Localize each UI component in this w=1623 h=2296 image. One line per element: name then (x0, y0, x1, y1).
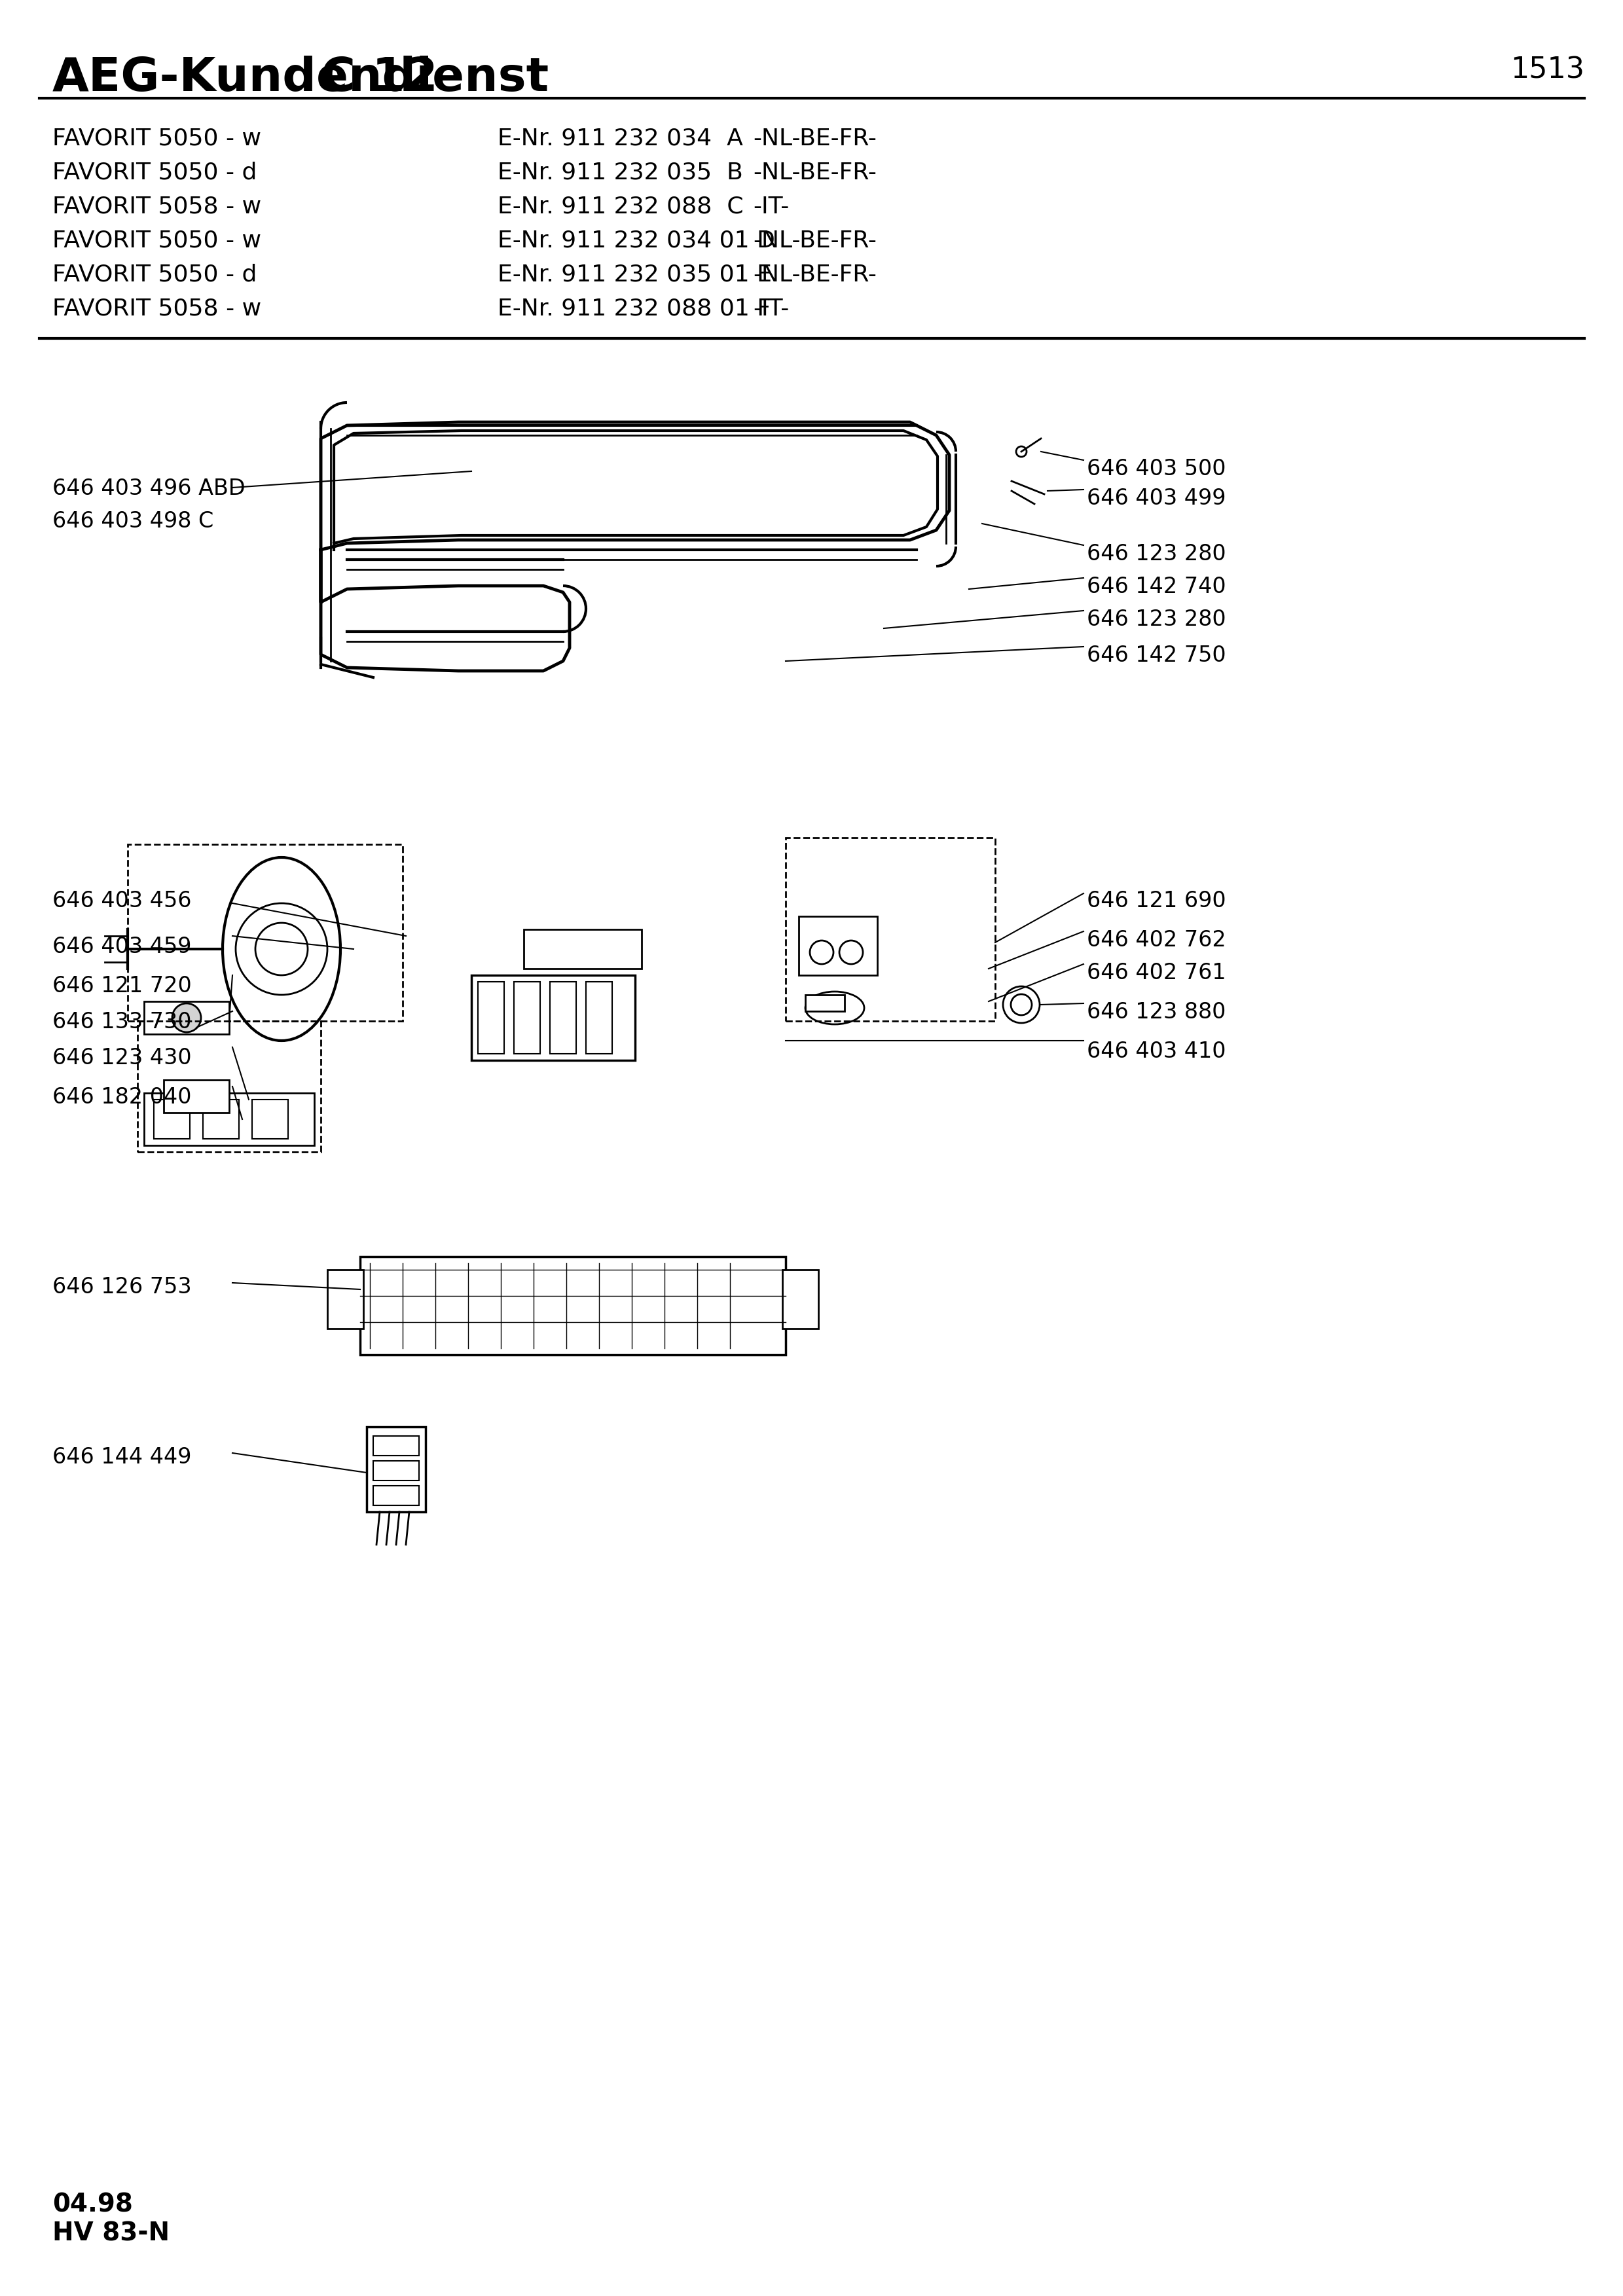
Bar (524, 930, 641, 969)
Bar (782, 1270, 818, 1329)
Text: FAVORIT 5058 - w: FAVORIT 5058 - w (52, 195, 261, 218)
Text: 646 133 730: 646 133 730 (52, 1010, 192, 1033)
Text: AEG-Kundendienst: AEG-Kundendienst (52, 55, 549, 101)
Text: E-Nr. 911 232 088 01 F: E-Nr. 911 232 088 01 F (498, 298, 771, 319)
Text: E-Nr. 911 232 034 01 D: E-Nr. 911 232 034 01 D (498, 230, 776, 253)
Text: -IT-: -IT- (753, 298, 789, 319)
Bar (471, 976, 635, 1061)
Bar (514, 983, 540, 1054)
Text: -NL-BE-FR-: -NL-BE-FR- (753, 161, 876, 184)
Text: 646 403 496 ABD: 646 403 496 ABD (52, 478, 245, 501)
Text: 646 144 449: 646 144 449 (52, 1446, 192, 1467)
Text: 646 123 880: 646 123 880 (1087, 1001, 1225, 1024)
Text: E-Nr. 911 232 088  C: E-Nr. 911 232 088 C (498, 195, 743, 218)
Text: 646 142 750: 646 142 750 (1087, 645, 1225, 666)
Text: 646 142 740: 646 142 740 (1087, 576, 1225, 597)
Text: 646 123 430: 646 123 430 (52, 1047, 192, 1070)
Bar (799, 916, 878, 976)
Text: 646 402 761: 646 402 761 (1087, 962, 1225, 983)
Text: 646 403 456: 646 403 456 (52, 891, 192, 912)
Bar (805, 994, 844, 1010)
Text: 1513: 1513 (1511, 55, 1584, 83)
Text: 646 403 499: 646 403 499 (1087, 487, 1225, 510)
Text: -NL-BE-FR-: -NL-BE-FR- (753, 129, 876, 149)
Text: FAVORIT 5050 - w: FAVORIT 5050 - w (52, 129, 261, 149)
Text: 646 402 762: 646 402 762 (1087, 930, 1225, 951)
Text: E-Nr. 911 232 035  B: E-Nr. 911 232 035 B (498, 161, 743, 184)
Bar (360, 1256, 786, 1355)
Text: 646 123 280: 646 123 280 (1087, 544, 1225, 565)
Text: -NL-BE-FR-: -NL-BE-FR- (753, 230, 876, 253)
Text: 646 121 690: 646 121 690 (1087, 891, 1225, 912)
Text: 646 126 753: 646 126 753 (52, 1277, 192, 1297)
Bar (252, 1100, 287, 1139)
Text: 646 403 410: 646 403 410 (1087, 1040, 1225, 1063)
Text: 646 403 459: 646 403 459 (52, 937, 192, 957)
Text: C 12: C 12 (321, 55, 438, 101)
Text: 04.98
HV 83-N: 04.98 HV 83-N (52, 2193, 170, 2245)
Bar (373, 1435, 419, 1456)
Text: -IT-: -IT- (753, 195, 789, 218)
Text: FAVORIT 5058 - w: FAVORIT 5058 - w (52, 298, 261, 319)
Text: 646 121 720: 646 121 720 (52, 976, 192, 996)
Text: E-Nr. 911 232 034  A: E-Nr. 911 232 034 A (498, 129, 743, 149)
Circle shape (1003, 987, 1040, 1024)
Bar (477, 983, 505, 1054)
Circle shape (172, 1003, 201, 1033)
Bar (164, 1079, 229, 1114)
Text: E-Nr. 911 232 035 01 E: E-Nr. 911 232 035 01 E (498, 264, 773, 287)
Bar (373, 1460, 419, 1481)
Bar (373, 1486, 419, 1506)
Text: FAVORIT 5050 - d: FAVORIT 5050 - d (52, 264, 256, 287)
Bar (550, 983, 576, 1054)
Bar (203, 1100, 239, 1139)
Bar (586, 983, 612, 1054)
Text: 646 403 498 C: 646 403 498 C (52, 510, 214, 533)
Text: -NL-BE-FR-: -NL-BE-FR- (753, 264, 876, 287)
Bar (328, 1270, 364, 1329)
Bar (154, 1100, 190, 1139)
Bar (367, 1426, 425, 1511)
Text: 646 123 280: 646 123 280 (1087, 608, 1225, 631)
Text: FAVORIT 5050 - w: FAVORIT 5050 - w (52, 230, 261, 253)
Bar (144, 1001, 229, 1033)
Text: 646 403 500: 646 403 500 (1087, 459, 1225, 480)
Text: FAVORIT 5050 - d: FAVORIT 5050 - d (52, 161, 256, 184)
Text: 646 182 040: 646 182 040 (52, 1086, 192, 1109)
Bar (144, 1093, 315, 1146)
